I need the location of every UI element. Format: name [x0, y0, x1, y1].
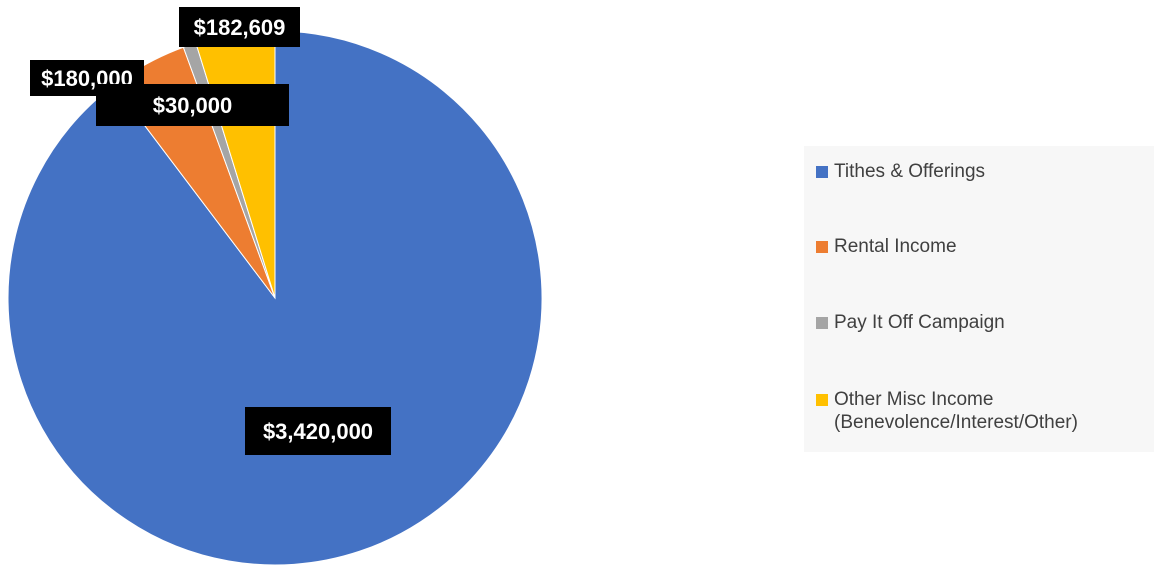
legend-label-rental-income: Rental Income	[834, 236, 957, 257]
data-label-box-other-misc-income	[179, 7, 300, 47]
legend-item-rental-income: Rental Income	[816, 235, 957, 258]
legend-item-pay-it-off-campaign: Pay It Off Campaign	[816, 311, 1005, 334]
legend-swatch-tithes-offerings	[816, 166, 828, 178]
data-label-pay-it-off-campaign: $30,000	[96, 84, 289, 126]
data-label-box-pay-it-off-campaign	[96, 84, 289, 126]
data-label-text-tithes-offerings: $3,420,000	[263, 419, 373, 444]
legend-item-tithes-offerings: Tithes & Offerings	[816, 160, 985, 183]
data-label-text-pay-it-off-campaign: $30,000	[153, 93, 233, 118]
data-label-other-misc-income: $182,609	[179, 7, 300, 47]
legend-label-other-misc-income: Other Misc Income (Benevolence/Interest/…	[834, 389, 1078, 433]
legend-label-pay-it-off-campaign: Pay It Off Campaign	[834, 312, 1005, 333]
legend-item-other-misc-income: Other Misc Income (Benevolence/Interest/…	[816, 388, 1078, 434]
data-label-box-tithes-offerings	[245, 407, 391, 455]
legend-swatch-rental-income	[816, 241, 828, 253]
legend-label-tithes-offerings: Tithes & Offerings	[834, 161, 986, 182]
pie-data-labels: $3,420,000$180,000$182,609$30,000	[30, 7, 391, 455]
legend-swatch-pay-it-off-campaign	[816, 317, 828, 329]
data-label-text-other-misc-income: $182,609	[194, 15, 286, 40]
legend: Tithes & Offerings Rental Income Pay It …	[804, 146, 1154, 452]
legend-swatch-other-misc-income	[816, 394, 828, 406]
data-label-tithes-offerings: $3,420,000	[245, 407, 391, 455]
